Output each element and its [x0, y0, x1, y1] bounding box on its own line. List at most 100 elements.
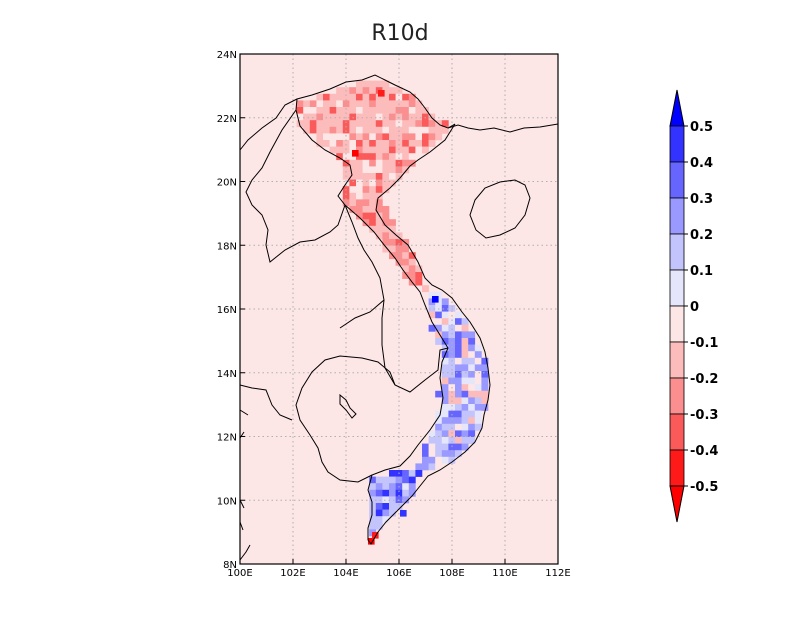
x-axis: 100E 102E 104E 106E 108E 110E 112E — [227, 559, 571, 579]
grid-cell — [448, 443, 456, 451]
grid-cell — [382, 120, 390, 128]
grid-cell — [375, 476, 383, 484]
china-coast — [447, 123, 559, 133]
grid-cell — [342, 126, 350, 134]
grid-cell — [309, 100, 317, 108]
grid-cell — [382, 133, 390, 141]
grid-cell — [329, 146, 337, 154]
grid-cell — [362, 173, 370, 180]
grid-cell — [342, 107, 350, 114]
grid-cell — [402, 126, 410, 134]
grid-cell — [435, 291, 443, 299]
grid-cell — [441, 437, 449, 444]
grid-cell — [428, 305, 436, 312]
grid-cell — [362, 212, 370, 220]
grid-cell — [372, 532, 379, 539]
grid-cell — [323, 126, 330, 134]
grid-cell — [336, 153, 344, 161]
grid-cell — [382, 219, 390, 227]
colorbar-label: -0.5 — [690, 480, 718, 495]
colorbar-label: 0.3 — [690, 192, 713, 207]
y-tick-label: 14N — [217, 369, 237, 380]
grid-cell — [441, 298, 449, 306]
grid-cell — [369, 516, 377, 524]
grid-cell — [435, 390, 443, 398]
grid-cell — [342, 153, 350, 161]
grid-cell — [441, 305, 449, 312]
grid-cell — [441, 357, 449, 365]
grid-cell — [342, 120, 350, 128]
grid-cell — [362, 199, 370, 207]
grid-cell — [428, 140, 436, 147]
grid-cell — [448, 390, 456, 398]
grid-cell — [468, 364, 476, 372]
grid-cell — [349, 107, 357, 114]
grid-cell — [375, 219, 383, 227]
grid-cell — [296, 107, 304, 114]
grid-cell — [441, 397, 449, 405]
grid-cell — [362, 166, 370, 174]
grid-cell — [329, 113, 337, 121]
grid-cell — [468, 331, 476, 339]
grid-cell — [402, 140, 410, 147]
coastlines — [239, 74, 559, 561]
grid-cell — [402, 107, 410, 114]
colorbar-label: 0.2 — [690, 228, 713, 243]
grid-cell — [342, 146, 350, 154]
x-tick-label: 112E — [545, 568, 570, 579]
grid-cell — [382, 153, 390, 161]
grid-cell — [441, 344, 449, 352]
grid-cell — [389, 113, 396, 121]
grid-cell — [474, 364, 482, 372]
grid-cell — [375, 93, 383, 101]
grid-cell — [428, 324, 436, 332]
grid-cell — [336, 100, 344, 108]
grid-cell — [369, 219, 377, 227]
grid-cell — [402, 265, 410, 273]
grid-cell — [356, 159, 363, 167]
grid-cell — [349, 126, 357, 134]
grid-cell — [336, 93, 344, 101]
grid-cell — [369, 179, 377, 187]
grid-cell — [349, 120, 357, 128]
grid-cell — [375, 522, 383, 530]
grid-cell — [408, 159, 416, 167]
grid-cell — [474, 410, 482, 418]
grid-cell — [428, 120, 436, 128]
grid-cell — [415, 265, 423, 273]
grid-cell — [375, 503, 383, 510]
grid-cell — [461, 417, 469, 425]
grid-cell — [309, 120, 317, 128]
data-cells — [296, 80, 489, 545]
grid-cell — [402, 93, 410, 101]
grid-cell — [309, 126, 317, 134]
grid-cell — [382, 179, 390, 187]
grid-cell — [400, 510, 407, 517]
grid-cell — [422, 113, 429, 121]
grid-cell — [428, 443, 436, 451]
grid-cell — [461, 357, 469, 365]
grid-cell — [441, 417, 449, 425]
grid-cell — [389, 100, 396, 108]
grid-cell — [375, 166, 383, 174]
grid-cell — [461, 351, 469, 359]
colorbar-label: -0.3 — [690, 408, 718, 423]
grid-cell — [422, 140, 429, 147]
grid-cell — [402, 166, 410, 174]
grid-cell — [362, 133, 370, 141]
colorbar-max-arrow — [669, 89, 685, 127]
grid-cell — [402, 146, 410, 154]
grid-cell — [356, 133, 363, 141]
grid-cell — [408, 252, 416, 260]
grid-cell — [336, 87, 344, 95]
grid-cell — [382, 496, 390, 504]
grid-cell — [369, 186, 377, 194]
grid-cell — [422, 133, 429, 141]
grid-cell — [435, 410, 443, 418]
grid-cell — [362, 153, 370, 161]
grid-cell — [375, 206, 383, 213]
grid-cell — [408, 153, 416, 161]
grid-cell — [382, 146, 390, 154]
grid-cell — [382, 166, 390, 174]
grid-cell — [329, 126, 337, 134]
